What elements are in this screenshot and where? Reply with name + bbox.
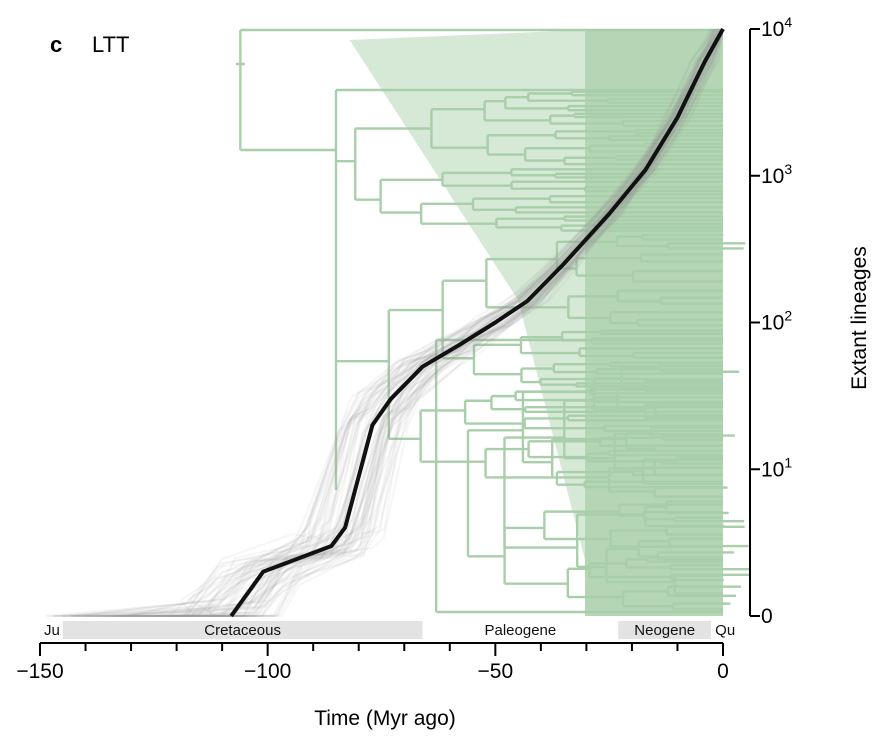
x-tick-label: −100 [244,660,291,683]
bootstrap-curve [108,28,724,617]
bootstrap-curve [163,28,724,617]
mean-ltt-curve [229,28,725,618]
ltt-line [229,28,725,618]
x-axis-title: Time (Myr ago) [314,707,456,730]
bootstrap-curve [77,28,724,617]
tree-branches [235,28,750,614]
bootstrap-curve [118,28,724,617]
bootstrap-curve [110,28,714,617]
bootstrap-curve [75,28,717,617]
y-axis: 0 101 102 103 104 [749,14,792,628]
bootstrap-curve [199,28,721,617]
period-label: Paleogene [485,622,557,639]
period-label: Ju [44,622,60,639]
y-tick-label: 103 [761,161,792,188]
bootstrap-curve [71,28,724,617]
y-axis-title: Extant lineages [848,246,871,390]
bootstrap-curve [182,28,713,617]
period-label: Qu [715,622,735,639]
x-tick-label: −150 [16,660,63,683]
tree-dense-clade [349,30,585,560]
bootstrap-curve [85,28,724,617]
period-band [40,621,63,639]
y-tick-label: 104 [761,14,792,41]
bootstrap-curve [125,28,724,617]
bootstrap-curve [210,28,724,617]
bootstrap-curve [126,28,716,617]
bootstrap-curve [111,28,724,617]
bootstrap-curve [165,28,712,617]
bootstrap-curve [179,28,717,617]
bootstrap-curve [188,28,722,617]
bootstrap-curve [54,28,716,617]
panel-title: LTT [92,32,129,57]
bootstrap-curve [169,28,716,617]
bootstrap-curve [173,28,721,617]
period-label: Neogene [634,622,695,639]
bootstrap-curve [217,28,723,617]
period-band [62,621,423,639]
bootstrap-curve [146,28,712,617]
bootstrap-curve [139,28,724,617]
bootstrap-curve [96,28,724,617]
bootstrap-curve [121,28,724,617]
bootstrap-curve [118,28,717,617]
bootstrap-curve [82,28,724,617]
x-axis: −150 −100 −50 0 [16,642,729,683]
phylogenetic-tree [235,28,750,616]
y-tick-label: 0 [761,605,773,628]
bootstrap-curve [145,28,724,617]
bootstrap-curve [178,28,718,617]
bootstrap-curve [70,28,724,617]
panel-letter: c [50,32,62,57]
bootstrap-curve [136,28,724,617]
geologic-period-bar: Ju Cretaceous Paleogene Neogene Qu [40,621,735,639]
bootstrap-curve [126,28,714,617]
period-band [711,621,723,639]
period-band [422,621,619,639]
bootstrap-curve [45,28,714,617]
y-tick-label: 101 [761,454,792,481]
bootstrap-curve [73,28,714,617]
bootstrap-curve [60,28,724,617]
bootstrap-curve [218,28,724,617]
bootstrap-curve [118,28,724,617]
bootstrap-curve [138,28,724,617]
y-tick-label: 102 [761,308,792,335]
period-band [618,621,712,639]
period-label: Cretaceous [204,622,281,639]
bootstrap-curve [100,28,724,617]
bootstrap-curve [191,28,724,617]
x-tick-label: −50 [478,660,514,683]
bootstrap-curve [186,28,719,617]
x-tick-label: 0 [717,660,729,683]
bootstrap-curve [96,28,724,617]
bootstrap-curve [201,28,724,617]
bootstrap-curve [199,28,721,617]
bootstrap-curve [55,28,722,617]
